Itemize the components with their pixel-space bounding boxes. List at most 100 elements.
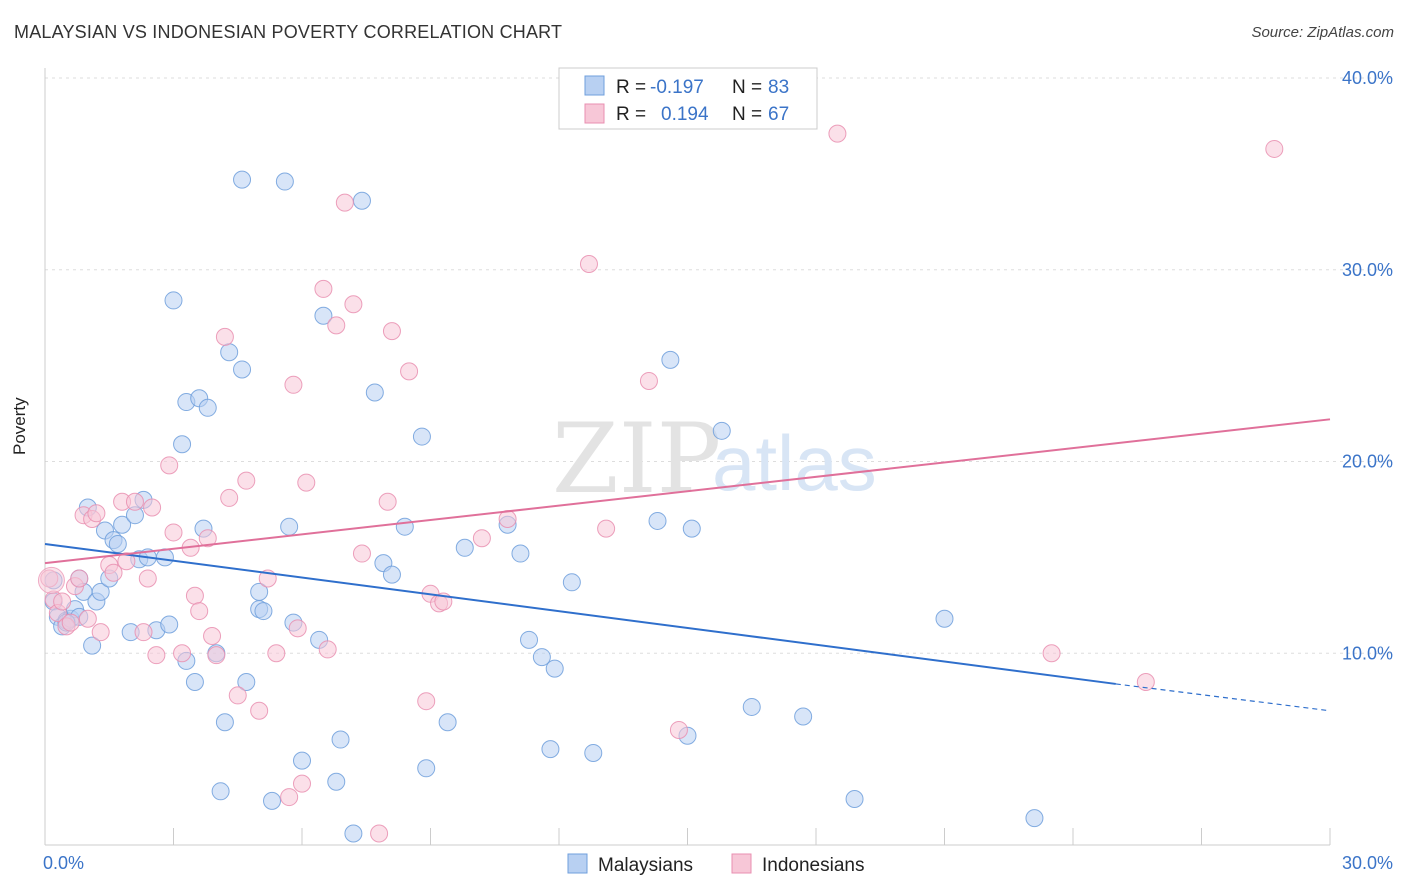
legend-n-label-malaysians: N =	[732, 77, 762, 98]
indonesian-point	[288, 619, 307, 638]
axis-layer: 10.0% 20.0% 30.0% 40.0% 0.0% 30.0%	[43, 68, 1393, 873]
malaysian-point	[344, 824, 363, 843]
legend-n-value-indonesians: 67	[768, 104, 789, 125]
malaysian-point	[1025, 809, 1044, 828]
indonesian-point	[228, 686, 247, 705]
malaysian-point	[263, 791, 282, 810]
chart-source: Source: ZipAtlas.com	[1251, 24, 1394, 41]
malaysian-point	[661, 350, 680, 369]
malaysian-point	[160, 615, 179, 634]
malaysian-point	[455, 538, 474, 557]
legend-r-value-indonesians: 0.194	[661, 104, 709, 125]
malaysian-point	[113, 515, 132, 534]
malaysian-point	[164, 291, 183, 310]
malaysian-point	[83, 636, 102, 655]
malaysian-point	[173, 435, 192, 454]
indonesian-point	[61, 613, 80, 632]
indonesian-point	[91, 623, 110, 642]
malaysian-point	[233, 170, 252, 189]
malaysian-point	[438, 713, 457, 732]
indonesian-point	[344, 295, 363, 314]
malaysian-point	[584, 743, 603, 762]
legend-r-label-indonesians: R =	[616, 104, 646, 125]
indonesian-point	[104, 563, 123, 582]
malaysian-point	[541, 740, 560, 759]
malaysian-point	[220, 343, 239, 362]
indonesian-point	[207, 646, 226, 665]
indonesian-point	[352, 544, 371, 563]
malaysian-point	[108, 534, 127, 553]
malaysian-point	[254, 602, 273, 621]
y-tick-label: 20.0%	[1342, 452, 1393, 472]
malaysian-point	[185, 673, 204, 692]
indonesian-point	[198, 529, 217, 548]
malaysian-point	[275, 172, 294, 191]
indonesian-point	[639, 371, 658, 390]
malaysian-point	[211, 782, 230, 801]
watermark-atlas: atlas	[712, 419, 877, 507]
indonesian-point	[267, 644, 286, 663]
bottom-legend-label-malaysians: Malaysians	[598, 855, 693, 876]
malaysian-point	[511, 544, 530, 563]
indonesian-point	[164, 523, 183, 542]
malaysian-point	[412, 427, 431, 446]
malaysian-point	[233, 360, 252, 379]
indonesian-point	[1265, 139, 1284, 158]
y-tick-label: 10.0%	[1342, 643, 1393, 663]
legend-r-label-malaysians: R =	[616, 77, 646, 98]
bottom-legend-label-indonesians: Indonesians	[762, 855, 864, 876]
indonesian-point	[472, 529, 491, 548]
indonesian-point	[318, 640, 337, 659]
malaysian-point	[395, 517, 414, 536]
indonesian-point	[134, 623, 153, 642]
indonesian-point	[250, 701, 269, 720]
malaysian-point	[712, 421, 731, 440]
malaysian-point	[280, 517, 299, 536]
malaysian-point	[417, 759, 436, 778]
legend-r-value-malaysians: -0.197	[650, 77, 704, 98]
indonesian-point	[215, 327, 234, 346]
malaysian-point	[520, 630, 539, 649]
y-tick-label: 30.0%	[1342, 260, 1393, 280]
indonesian-point	[1136, 673, 1155, 692]
indonesian-point	[378, 492, 397, 511]
indonesian-point	[417, 692, 436, 711]
y-tick-label: 40.0%	[1342, 68, 1393, 88]
indonesian-point	[125, 492, 144, 511]
indonesian-point	[185, 586, 204, 605]
indonesian-point	[669, 720, 688, 739]
malaysian-point	[562, 573, 581, 592]
indonesian-point	[327, 316, 346, 335]
malaysian-point	[352, 191, 371, 210]
indonesian-point	[597, 519, 616, 538]
indonesian-point	[293, 774, 311, 793]
malaysian-point	[91, 582, 110, 601]
indonesian-point	[314, 279, 333, 298]
legend-box: R = -0.197 N = 83 R = 0.194 N = 67	[558, 67, 818, 130]
indonesian-trend-line	[44, 418, 1331, 565]
indonesian-point	[160, 456, 179, 475]
indonesian-point	[297, 473, 316, 492]
malaysian-point	[365, 383, 384, 402]
malaysian-point	[532, 648, 551, 667]
indonesian-point	[1042, 644, 1061, 663]
x-tick-label: 0.0%	[43, 853, 84, 873]
indonesian-point	[190, 602, 209, 621]
malaysian-point	[215, 713, 234, 732]
indonesian-point	[280, 788, 299, 807]
malaysian-point	[155, 548, 174, 567]
trend-layer	[44, 418, 1331, 712]
malaysian-point	[648, 511, 667, 530]
malaysian-point	[382, 565, 401, 584]
malaysian-point	[545, 659, 564, 678]
indonesian-point	[70, 569, 89, 588]
malaysian-point	[314, 306, 333, 325]
malaysian-point	[237, 673, 256, 692]
indonesian-point	[78, 609, 97, 628]
indonesian-point	[117, 552, 136, 571]
legend-swatch-indonesians	[584, 103, 605, 124]
indonesian-point	[138, 569, 157, 588]
malaysian-point	[198, 398, 217, 417]
points-layer	[37, 124, 1284, 843]
